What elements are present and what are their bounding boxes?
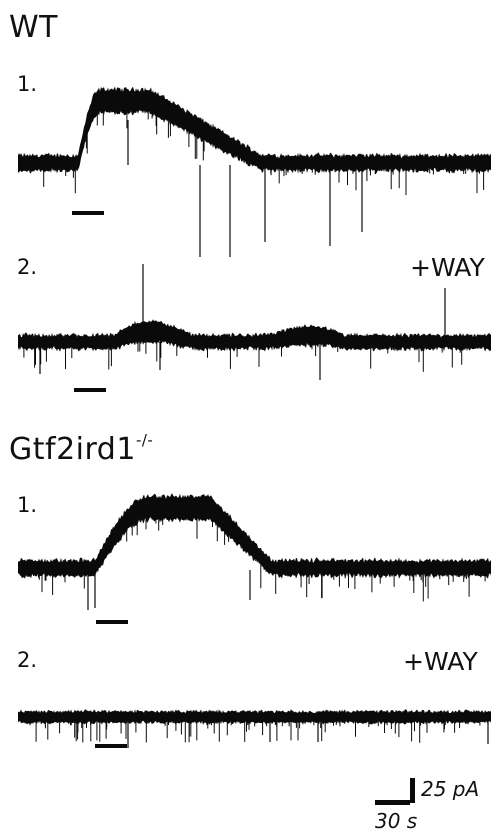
trace-number-wt-1: 1. bbox=[17, 72, 38, 96]
trace-band bbox=[18, 493, 491, 579]
genotype-superscript: -/- bbox=[135, 431, 154, 449]
stimulus-bar-gtf-1 bbox=[96, 620, 128, 624]
stimulus-bar-wt-1 bbox=[72, 211, 104, 215]
group-title-wt: WT bbox=[9, 10, 58, 45]
trace-band bbox=[18, 319, 491, 352]
scale-current-label: 25 pA bbox=[421, 777, 480, 801]
scale-time-label: 30 s bbox=[375, 809, 418, 833]
group-title-gtf2ird1: Gtf2ird1-/- bbox=[9, 431, 154, 467]
scale-bar-current bbox=[410, 778, 415, 803]
trace-wt-1 bbox=[18, 86, 491, 257]
trace-gtf-1 bbox=[18, 493, 491, 610]
stimulus-bar-wt-2 bbox=[74, 388, 106, 392]
gtf2ird1-title-text: Gtf2ird1 bbox=[9, 432, 136, 467]
trace-number-gtf-1: 1. bbox=[17, 493, 38, 517]
trace-wt-2 bbox=[18, 264, 491, 380]
trace-number-wt-2: 2. bbox=[17, 255, 38, 279]
trace-gtf-2 bbox=[18, 709, 491, 748]
drug-label-gtf-2: +WAY bbox=[403, 647, 478, 676]
scale-bar-time bbox=[375, 800, 410, 805]
trace-number-gtf-2: 2. bbox=[17, 648, 38, 672]
trace-band bbox=[18, 86, 491, 174]
drug-label-wt-2: +WAY bbox=[410, 253, 485, 282]
stimulus-bar-gtf-2 bbox=[95, 744, 127, 748]
